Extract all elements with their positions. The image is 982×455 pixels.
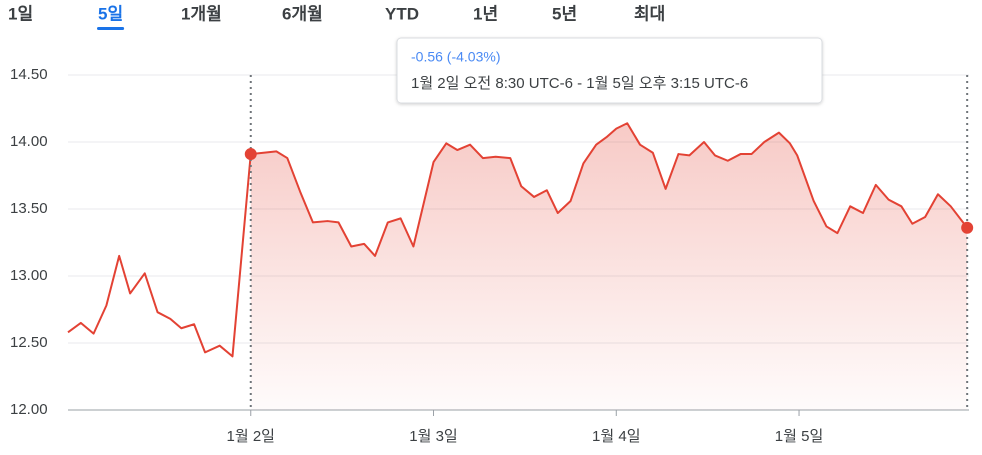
y-tick-label: 12.00 [10,401,48,418]
price-line [67,122,968,358]
tooltip-box [396,37,823,104]
range-endpoint [244,148,257,161]
plot [67,75,974,411]
range-tab[interactable]: 1개월 [181,4,222,23]
tooltip-range: 1월 2일 오전 8:30 UTC-6 - 1월 5일 오후 3:15 UTC-… [411,75,748,92]
range-tab[interactable]: 1년 [473,4,498,23]
range-tab[interactable]: YTD [385,4,419,23]
selected-tab-underline [97,27,125,30]
y-tick-label: 14.50 [10,66,48,83]
x-tick-label: 1월 3일 [409,428,457,445]
x-tick-label: 1월 4일 [592,428,640,445]
area-fill [250,123,968,411]
y-tick-label: 13.50 [10,200,48,217]
range-tabs: 1일 5일 1개월 6개월 YTD 1년 5년 최대 [8,4,665,30]
tooltip: -0.56 (-4.03%) 1월 2일 오전 8:30 UTC-6 - 1월 … [396,37,823,104]
range-tab[interactable]: 5년 [552,4,577,23]
tooltip-change: -0.56 (-4.03%) [411,49,500,65]
y-tick-label: 13.00 [10,267,48,284]
x-tick-label: 1월 2일 [227,428,275,445]
y-tick-label: 12.50 [10,334,48,351]
range-tab[interactable]: 최대 [634,4,665,23]
range-tab[interactable]: 5일 [98,4,123,23]
range-tab[interactable]: 6개월 [282,4,323,23]
y-tick-label: 14.00 [10,133,48,150]
range-tab[interactable]: 1일 [8,4,33,23]
range-endpoint [961,221,974,234]
x-tick-label: 1월 5일 [775,428,823,445]
